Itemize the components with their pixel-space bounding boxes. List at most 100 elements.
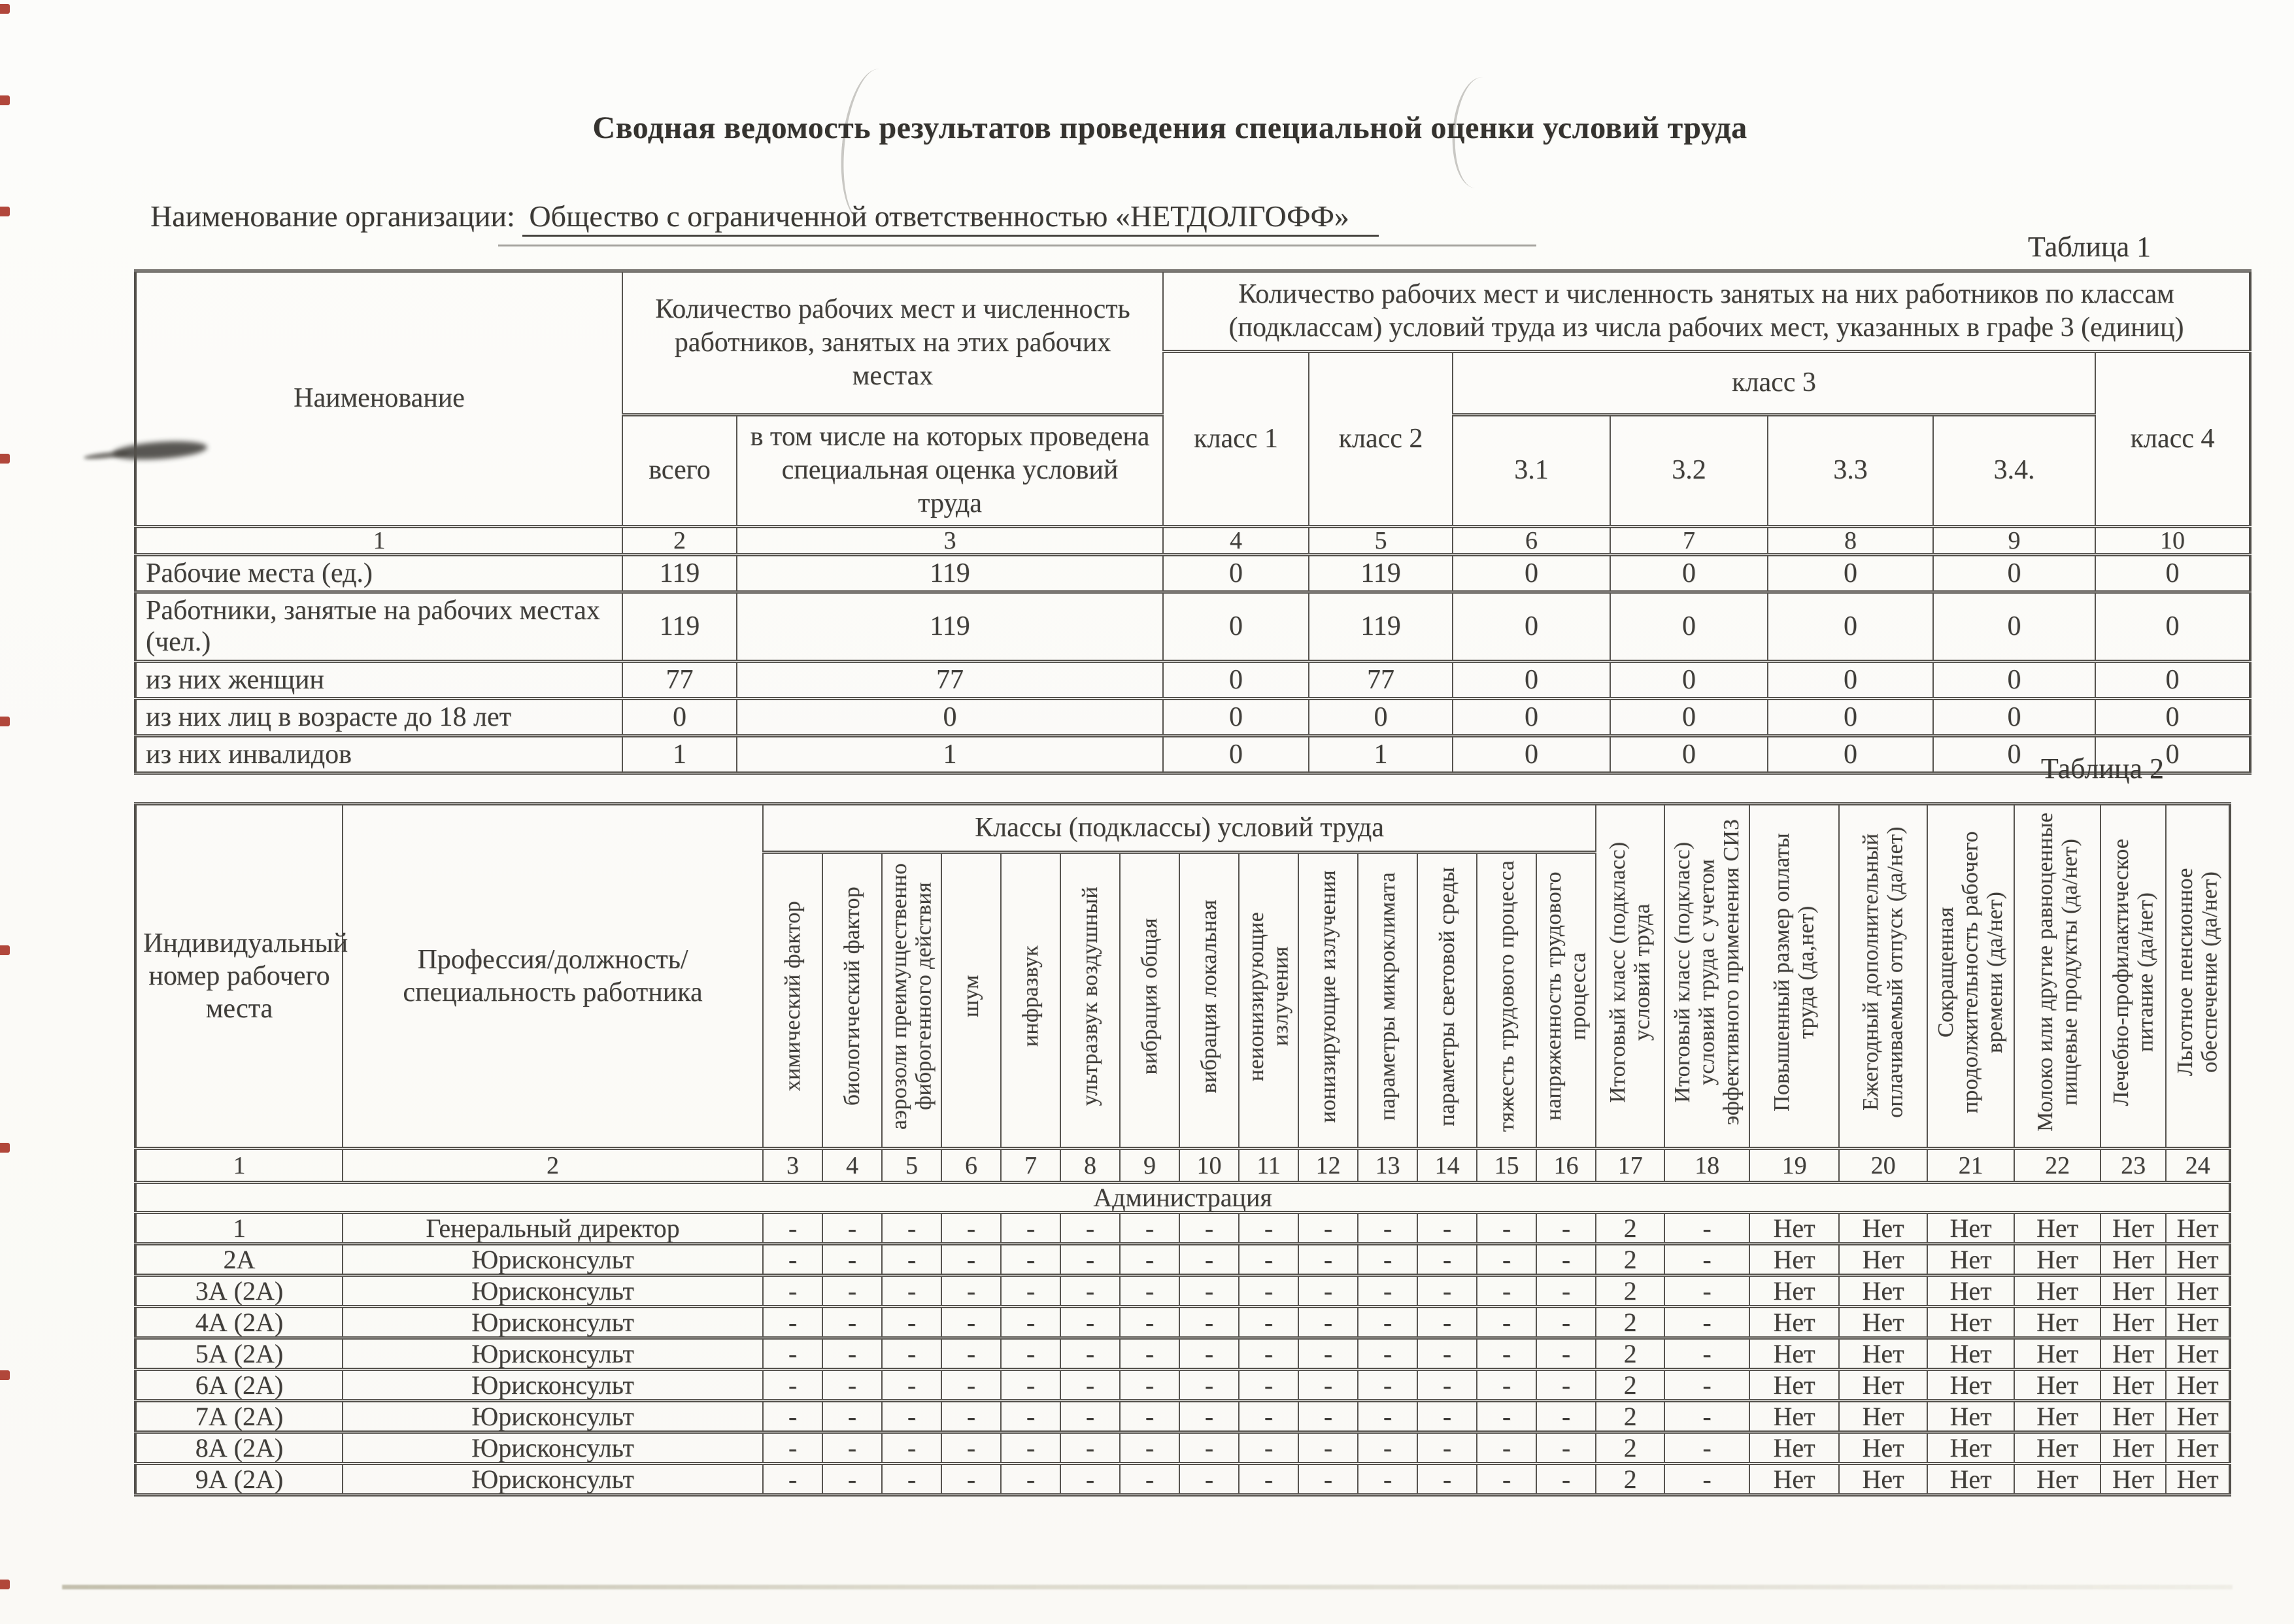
t2-factor-class-cell: - — [1060, 1211, 1121, 1246]
t2-factor-header: параметры микроклимата — [1357, 850, 1418, 1151]
t2-benefit-cell: Нет — [1838, 1305, 1929, 1340]
t1-row-label: из них инвалидов — [135, 734, 623, 775]
t2-final-class-siz-cell: - — [1664, 1399, 1751, 1434]
t2-factor-class-cell: - — [1000, 1368, 1061, 1403]
t2-section-header: Администрация — [134, 1181, 2231, 1215]
t2-profession: Юрисконсульт — [342, 1430, 764, 1466]
t2-final-class-header: Итоговый класс (подкласс) условий труда — [1595, 802, 1666, 1151]
t2-factor-class-cell: - — [1179, 1336, 1240, 1372]
t2-section-row: Администрация — [134, 1181, 2231, 1215]
t2-factor-class-cell: - — [1238, 1274, 1299, 1309]
t2-benefit-cell: Нет — [1927, 1399, 2016, 1434]
t2-factor-header: неионизирующие излучения — [1238, 850, 1299, 1151]
scan-edge-mark — [0, 1580, 10, 1589]
t2-benefit-cell: Нет — [1927, 1274, 2016, 1309]
t2-factor-header: аэрозоли преимущественно фиброгенного де… — [881, 850, 942, 1151]
t1-value-cell: 0 — [1932, 590, 2097, 663]
t2-colnum-cell: 5 — [881, 1147, 942, 1185]
t1-value-cell: 0 — [735, 696, 1164, 738]
t2-factor-class-cell: - — [1238, 1462, 1299, 1497]
t2-benefit-cell: Нет — [1838, 1399, 1929, 1434]
t2-benefit-cell: Нет — [1838, 1274, 1929, 1309]
t2-factor-class-cell: - — [762, 1430, 823, 1466]
t2-factor-class-cell: - — [1000, 1305, 1061, 1340]
t2-data-row: 9А (2А) Юрисконсульт - - - - - - - - - - - - - -2- Нет Не… — [135, 1462, 2231, 1497]
t1-value-cell: 0 — [1162, 659, 1310, 700]
t1-value-cell: 0 — [1767, 552, 1934, 594]
t2-factor-header: вибрация локальная — [1179, 850, 1240, 1151]
t2-factor-class-cell: - — [822, 1368, 883, 1403]
t1-class4-header: класс 4 — [2095, 350, 2252, 528]
t2-factor-class-cell: - — [881, 1336, 942, 1372]
t2-data-row: 8А (2А) Юрисконсульт - - - - - - - - - - - - - -2- Нет Не… — [135, 1430, 2231, 1466]
t2-profession: Юрисконсульт — [342, 1305, 764, 1340]
t2-factor-class-cell: - — [1476, 1274, 1537, 1309]
t2-final-class-siz-header: Итоговый класс (подкласс) условий труда … — [1664, 802, 1751, 1151]
t2-benefit-cell: Нет — [1838, 1242, 1929, 1277]
t2-benefit-cell: Нет — [2100, 1368, 2167, 1403]
t2-colnum-cell: 19 — [1749, 1147, 1840, 1185]
t2-factor-header-label: вибрация общая — [1137, 918, 1162, 1075]
t2-benefit-cell: Нет — [1749, 1399, 1840, 1434]
t1-colnum-cell: 3 — [735, 524, 1164, 556]
t2-factor-class-cell: - — [941, 1368, 1002, 1403]
t2-benefit-cell: Нет — [2100, 1430, 2167, 1466]
t2-factor-header: химический фактор — [762, 850, 823, 1151]
t2-profession: Генеральный директор — [342, 1211, 764, 1246]
scan-edge-mark — [0, 1370, 10, 1380]
t2-factor-class-cell: - — [1417, 1399, 1477, 1434]
t1-row-label: из них лиц в возрасте до 18 лет — [135, 696, 623, 738]
t2-factor-class-cell: - — [1417, 1305, 1477, 1340]
t2-benefit-cell: Нет — [1927, 1462, 2016, 1497]
t2-factor-class-cell: - — [1119, 1399, 1180, 1434]
t2-factor-class-cell: - — [1179, 1430, 1240, 1466]
t1-value-cell: 0 — [1452, 696, 1611, 738]
t1-value-cell: 0 — [2095, 552, 2252, 594]
t2-final-class-siz-cell: - — [1664, 1242, 1751, 1277]
t1-value-cell: 0 — [1767, 659, 1934, 700]
t2-benefit-cell: Нет — [2014, 1305, 2102, 1340]
t2-factor-class-cell: - — [1238, 1242, 1299, 1277]
t1-value-cell: 0 — [1452, 590, 1611, 663]
table2-caption: Таблица 2 — [2040, 753, 2164, 785]
t2-factor-class-cell: - — [1298, 1430, 1358, 1466]
t1-value-cell: 0 — [1610, 552, 1769, 594]
t2-factor-header: тяжесть трудового процесса — [1476, 850, 1537, 1151]
t2-factor-class-cell: - — [1179, 1242, 1240, 1277]
t2-factor-class-cell: - — [1119, 1211, 1180, 1246]
t2-final-class-cell: 2 — [1595, 1242, 1666, 1277]
t2-benefit-cell: Нет — [1749, 1336, 1840, 1372]
t2-factor-class-cell: - — [1417, 1211, 1477, 1246]
t1-value-cell: 0 — [1162, 696, 1310, 738]
t2-factor-class-cell: - — [762, 1368, 823, 1403]
t2-factor-class-cell: - — [941, 1462, 1002, 1497]
t1-class3-header: класс 3 — [1452, 350, 2097, 416]
t2-factor-class-cell: - — [881, 1242, 942, 1277]
t1-value-cell: 0 — [1610, 696, 1769, 738]
t2-benefit-cell: Нет — [2014, 1399, 2102, 1434]
t2-benefit-cell: Нет — [1927, 1305, 2016, 1340]
t2-factor-header: инфразвук — [1000, 850, 1061, 1151]
underline-artifact — [498, 245, 1536, 246]
t2-factor-class-cell: - — [1535, 1211, 1597, 1246]
t2-factor-class-cell: - — [881, 1399, 942, 1434]
t1-value-cell: 1 — [735, 734, 1164, 775]
t2-final-class-siz-cell: - — [1664, 1336, 1751, 1372]
t2-benefit-cell: Нет — [2165, 1211, 2231, 1246]
t1-colnum-cell: 9 — [1932, 524, 2097, 556]
t2-workplace-number: 8А (2А) — [135, 1430, 343, 1466]
t2-colnum-cell: 21 — [1927, 1147, 2016, 1185]
t1-value-cell: 119 — [735, 590, 1164, 663]
t2-final-class-siz-cell: - — [1664, 1430, 1751, 1466]
t1-value-cell: 77 — [622, 659, 737, 700]
summary-table-1: Наименование Количество рабочих мест и ч… — [134, 269, 2252, 775]
t1-colnum-cell: 1 — [135, 524, 623, 556]
t2-factor-header-label: неионизирующие излучения — [1244, 911, 1293, 1081]
t2-final-class-siz-cell: - — [1664, 1211, 1751, 1246]
t2-benefit-cell: Нет — [2165, 1462, 2231, 1497]
t1-value-cell: 0 — [1610, 734, 1769, 775]
t2-benefit-cell: Нет — [1927, 1368, 2016, 1403]
t1-row-label: из них женщин — [135, 659, 623, 700]
t2-factor-class-cell: - — [1298, 1305, 1358, 1340]
t2-factor-class-cell: - — [822, 1336, 883, 1372]
